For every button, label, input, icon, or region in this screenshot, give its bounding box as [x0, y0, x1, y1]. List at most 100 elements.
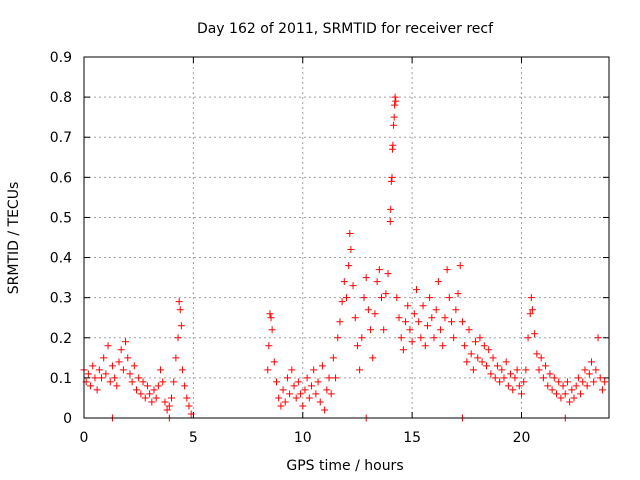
data-point: [568, 386, 576, 394]
data-point: [387, 177, 395, 185]
data-point: [141, 394, 149, 402]
data-point: [187, 410, 195, 418]
data-point: [583, 382, 591, 390]
data-point: [392, 97, 400, 105]
data-point: [483, 362, 490, 370]
data-point: [122, 338, 130, 346]
data-point: [406, 326, 414, 334]
data-point: [177, 322, 185, 330]
data-point: [391, 101, 399, 109]
data-point: [175, 298, 183, 306]
data-point: [384, 270, 392, 278]
data-point: [375, 266, 383, 274]
data-point: [579, 378, 587, 386]
data-point: [369, 354, 377, 362]
data-point: [314, 378, 322, 386]
data-point: [371, 310, 379, 318]
data-point: [487, 370, 495, 378]
data-point: [507, 370, 515, 378]
data-point: [316, 398, 324, 406]
data-point: [349, 282, 357, 290]
data-point: [553, 390, 560, 398]
data-point: [397, 334, 405, 342]
data-point: [430, 334, 438, 342]
data-point: [279, 386, 287, 394]
data-point: [572, 382, 580, 390]
data-point: [312, 390, 320, 398]
data-point: [498, 366, 506, 374]
data-point: [98, 374, 105, 382]
data-point: [480, 342, 488, 350]
data-point: [596, 374, 604, 382]
data-point: [515, 382, 523, 390]
x-tick-label: 15: [403, 430, 421, 446]
data-point: [327, 390, 335, 398]
data-point: [524, 334, 532, 342]
data-point: [356, 366, 364, 374]
data-point: [472, 338, 480, 346]
data-point: [386, 217, 394, 225]
data-point: [102, 370, 110, 378]
data-point: [163, 406, 171, 414]
data-point: [126, 370, 134, 378]
data-point: [159, 378, 167, 386]
data-point: [511, 374, 519, 382]
data-point: [413, 286, 420, 294]
data-point: [87, 382, 95, 390]
data-point: [539, 374, 547, 382]
data-point: [502, 358, 510, 366]
data-point: [561, 390, 569, 398]
x-tick-label: 0: [80, 430, 89, 446]
data-point: [303, 374, 311, 382]
tick-layer: 0 0.1 0.2 0.3 0.4 0.5 0.6 0.7 0.8 0.9 0 5 10 15 20: [50, 50, 609, 446]
data-point: [478, 358, 486, 366]
data-point: [500, 374, 508, 382]
data-point: [399, 346, 407, 354]
data-point: [550, 374, 558, 382]
data-point: [347, 246, 355, 254]
data-point: [301, 386, 309, 394]
data-point: [111, 374, 119, 382]
data-point: [334, 334, 342, 342]
data-point: [267, 314, 275, 322]
chart-title: Day 162 of 2011, SRMTID for receiver rec…: [197, 21, 494, 37]
data-point: [469, 366, 477, 374]
data-point: [332, 374, 340, 382]
data-point: [410, 310, 418, 318]
data-point: [270, 358, 278, 366]
data-point: [137, 390, 145, 398]
grid-layer: [84, 57, 609, 418]
data-point: [124, 354, 132, 362]
data-point: [93, 386, 101, 394]
data-point: [318, 362, 326, 370]
y-tick-label: 0.4: [50, 251, 72, 267]
data-point: [172, 354, 180, 362]
data-point: [150, 386, 158, 394]
data-point: [542, 362, 550, 370]
data-point: [290, 382, 298, 390]
data-point: [283, 374, 291, 382]
data-point: [360, 294, 368, 302]
data-point: [390, 113, 398, 121]
data-point: [404, 302, 412, 310]
data-point: [346, 229, 354, 237]
data-point: [117, 346, 125, 354]
data-point: [594, 334, 602, 342]
data-point: [338, 298, 346, 306]
data-point: [426, 294, 434, 302]
data-point: [174, 334, 182, 342]
data-point: [601, 378, 609, 386]
data-points: [80, 93, 609, 422]
data-point: [415, 318, 423, 326]
data-point: [528, 306, 536, 314]
data-point: [108, 362, 116, 370]
data-point: [288, 366, 296, 374]
data-point: [458, 318, 466, 326]
data-point: [441, 314, 449, 322]
data-point: [408, 338, 416, 346]
data-point: [264, 366, 272, 374]
y-tick-label: 0.6: [50, 170, 72, 186]
data-point: [113, 382, 121, 390]
data-point: [152, 394, 160, 402]
